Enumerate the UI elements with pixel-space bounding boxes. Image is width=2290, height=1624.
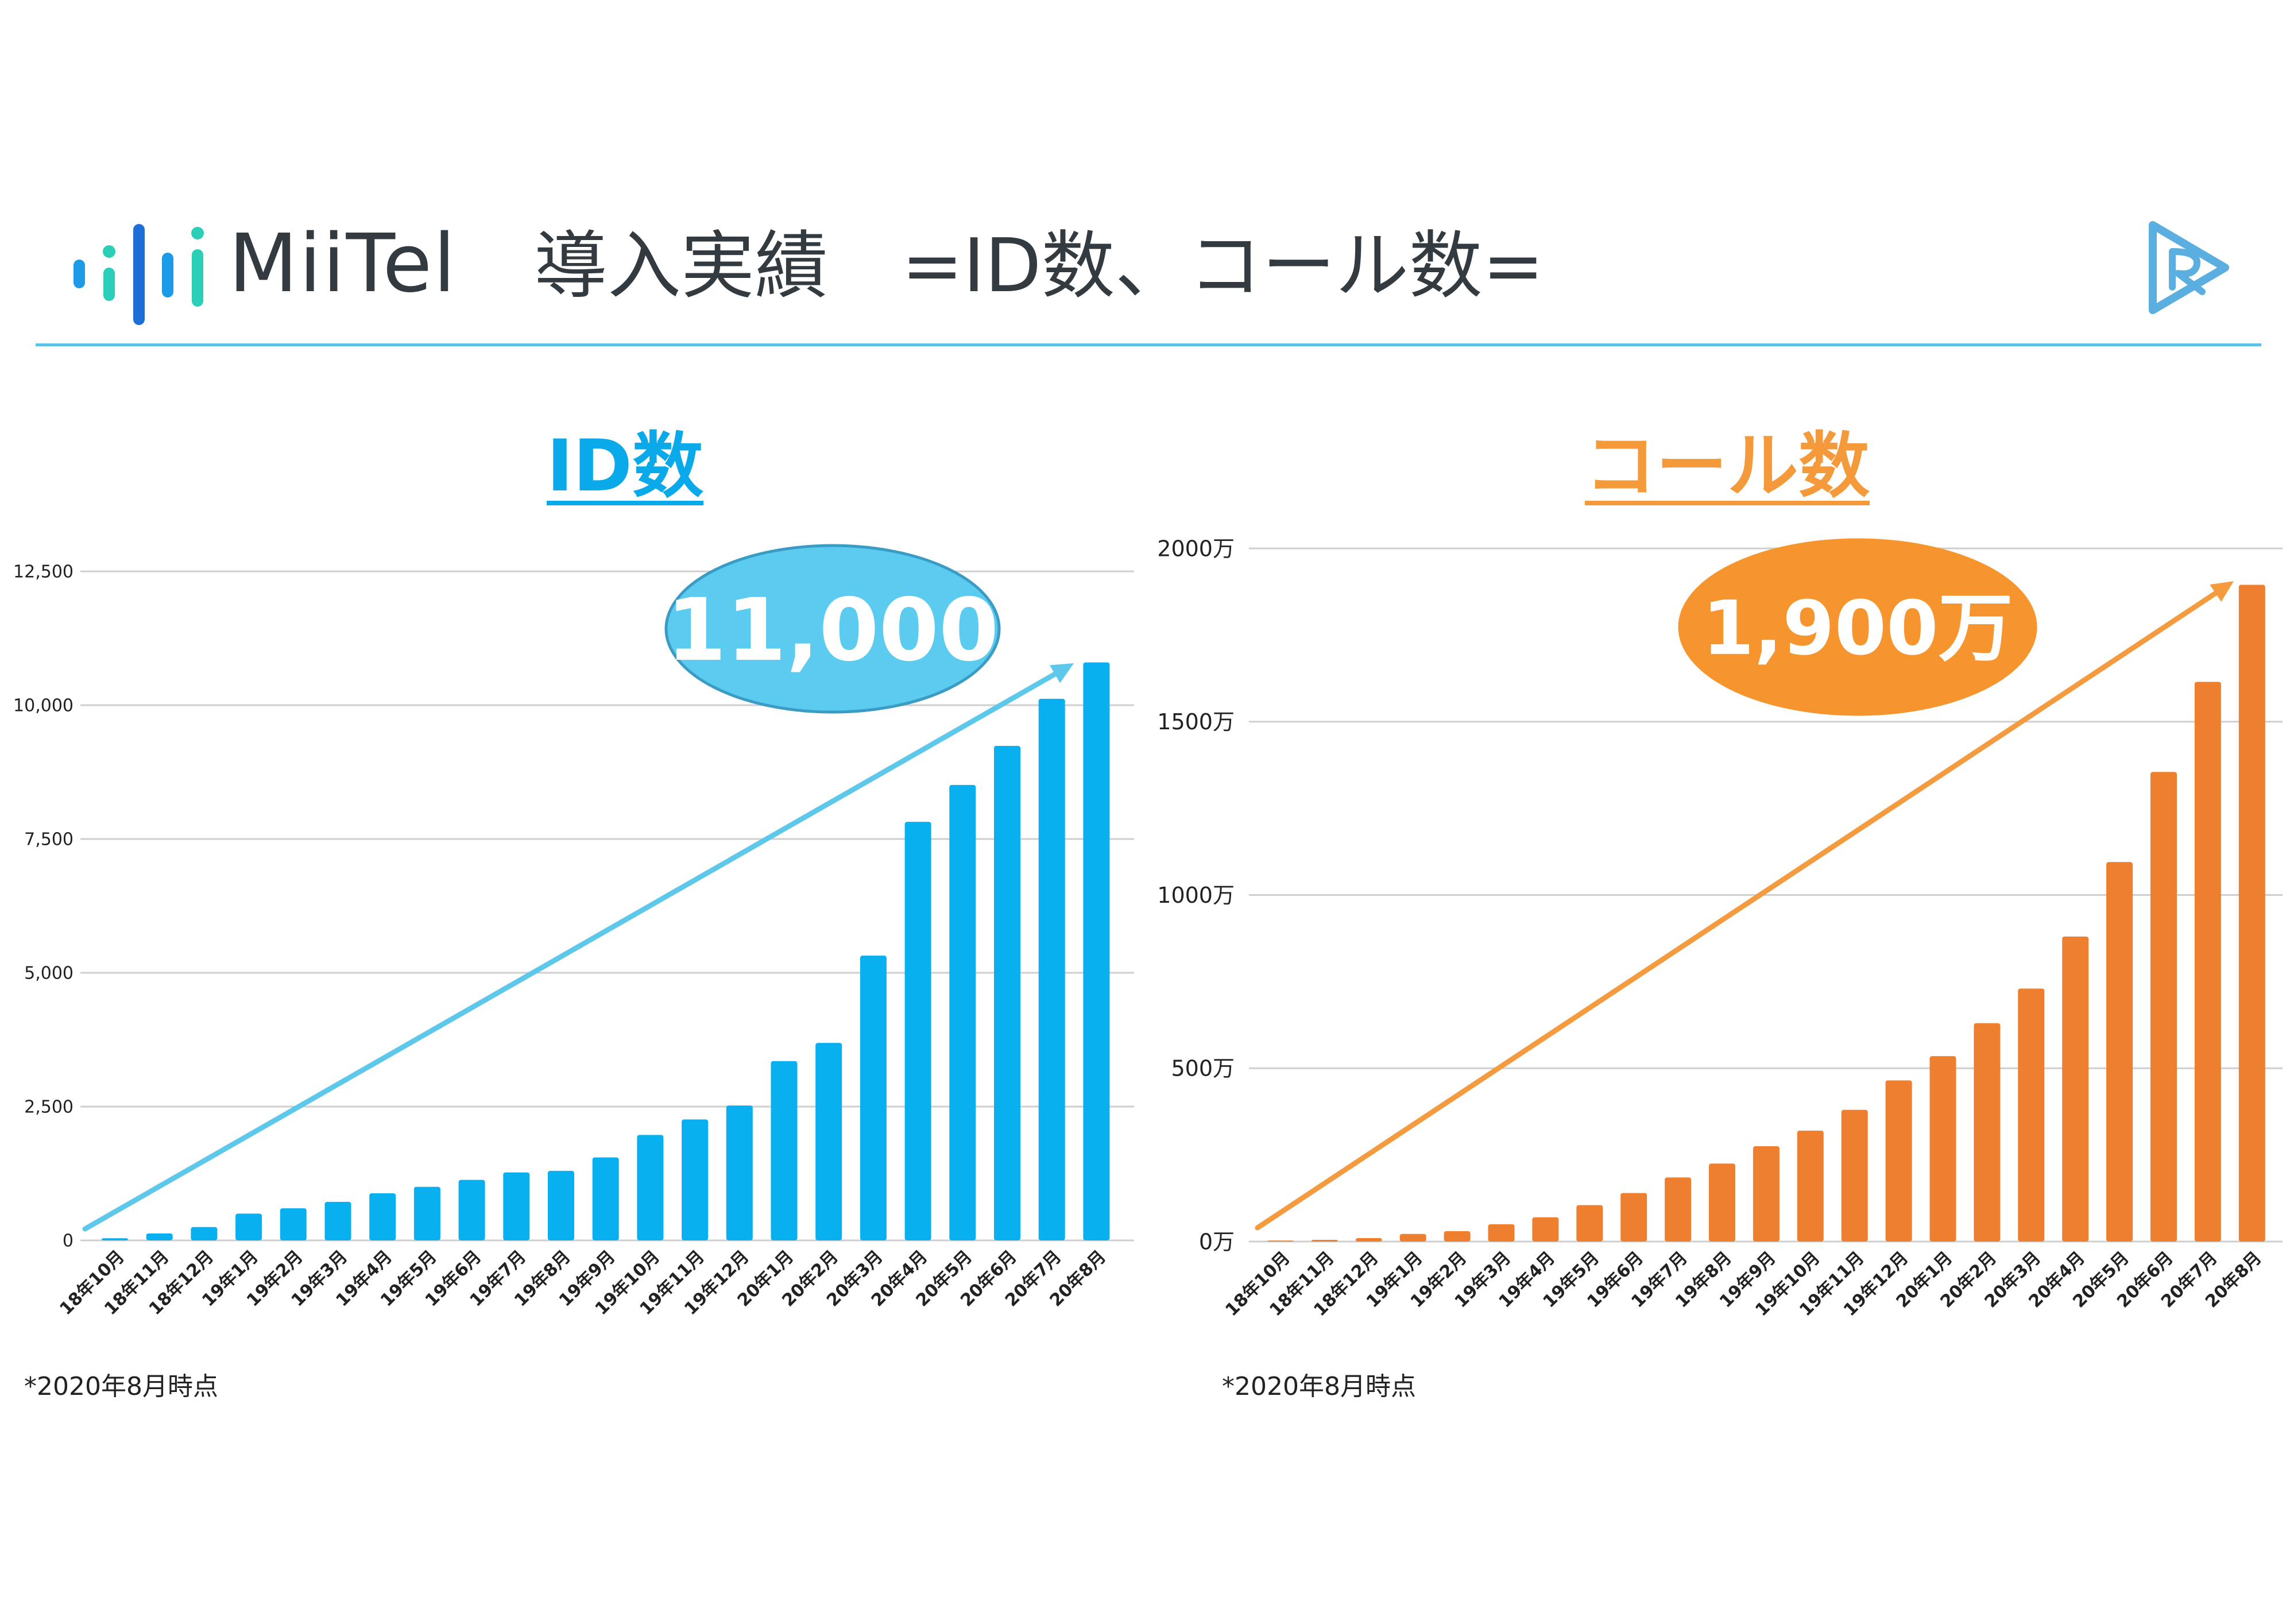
y-tick-label: 2,500 — [24, 1097, 74, 1118]
y-tick-label: 2000万 — [1157, 536, 1235, 561]
bar — [1841, 1109, 1868, 1242]
y-tick-label: 0 — [63, 1231, 74, 1251]
trend-arrow-line — [82, 671, 1058, 1232]
bar — [637, 1135, 664, 1240]
bar — [2150, 772, 2177, 1242]
y-tick-label: 500万 — [1171, 1056, 1235, 1081]
trend-arrow-line — [1255, 590, 2218, 1231]
bar — [1797, 1130, 1824, 1242]
annotation-bubble — [1678, 538, 2037, 716]
miitel-logo: MiiTel — [68, 218, 455, 333]
call-chart-note: *2020年8月時点 — [1222, 1372, 1416, 1401]
bar — [2238, 585, 2265, 1242]
header-divider — [36, 343, 2261, 346]
bar — [1929, 1056, 1956, 1242]
sound-bars-icon — [74, 224, 204, 325]
bar — [994, 745, 1020, 1240]
y-tick-label: 12,500 — [13, 562, 74, 582]
y-tick-label: 1500万 — [1157, 709, 1235, 734]
bar — [1532, 1217, 1559, 1242]
annotation-text: 1,900万 — [1702, 585, 2013, 672]
y-tick-label: 7,500 — [24, 830, 74, 850]
bar — [369, 1193, 396, 1240]
logo-text: MiiTel — [229, 217, 457, 311]
bar — [592, 1157, 619, 1240]
bar — [280, 1208, 307, 1240]
bar — [682, 1119, 709, 1240]
bar — [2194, 682, 2221, 1242]
bar — [1355, 1238, 1382, 1242]
bar — [771, 1061, 798, 1240]
bar — [949, 784, 976, 1240]
bar — [1620, 1193, 1647, 1242]
bar — [1399, 1234, 1426, 1242]
bar — [2018, 988, 2045, 1242]
id-chart-note: *2020年8月時点 — [24, 1372, 218, 1401]
bar — [1885, 1080, 1912, 1242]
bar — [1974, 1023, 2001, 1242]
call-chart: 0万500万1000万1500万2000万18年10月18年11月18年12月1… — [1157, 536, 2283, 1320]
y-tick-label: 5,000 — [24, 964, 74, 984]
id-chart-title: ID数 — [547, 425, 704, 508]
bar — [1311, 1239, 1338, 1242]
bar — [146, 1233, 173, 1240]
bar — [860, 956, 887, 1240]
bar — [1444, 1231, 1471, 1242]
y-tick-label: 0万 — [1199, 1229, 1235, 1254]
bar — [413, 1186, 440, 1240]
bar — [1083, 662, 1110, 1240]
bar — [1709, 1163, 1735, 1242]
bar — [324, 1201, 351, 1240]
bar — [102, 1238, 128, 1240]
trend-arrow-head — [1050, 663, 1074, 683]
trend-arrow-head — [2210, 581, 2234, 602]
annotation-text: 11,000 — [667, 581, 999, 680]
id-chart: 02,5005,0007,50010,00012,50018年10月18年11月… — [13, 544, 1134, 1319]
bar — [2106, 862, 2133, 1242]
bar — [815, 1043, 842, 1240]
bar — [1038, 698, 1065, 1240]
bar — [726, 1105, 753, 1240]
brand-mark-icon — [2149, 221, 2229, 314]
bar — [1753, 1146, 1780, 1242]
call-chart-title: コール数 — [1585, 425, 1870, 508]
y-tick-label: 10,000 — [13, 696, 74, 716]
y-tick-label: 1000万 — [1157, 883, 1235, 908]
bar — [1665, 1177, 1692, 1242]
bar — [1267, 1240, 1294, 1242]
bar — [191, 1227, 218, 1240]
bar — [2062, 936, 2089, 1242]
bar — [1576, 1205, 1603, 1242]
bar — [1488, 1224, 1515, 1242]
bar — [548, 1170, 574, 1240]
bar — [235, 1213, 262, 1240]
bar — [458, 1180, 485, 1240]
bar — [503, 1172, 530, 1240]
annotation-bubble — [664, 544, 1001, 714]
page-title: 導入実績 =ID数、コール数= — [534, 223, 1544, 309]
bar — [904, 822, 931, 1240]
